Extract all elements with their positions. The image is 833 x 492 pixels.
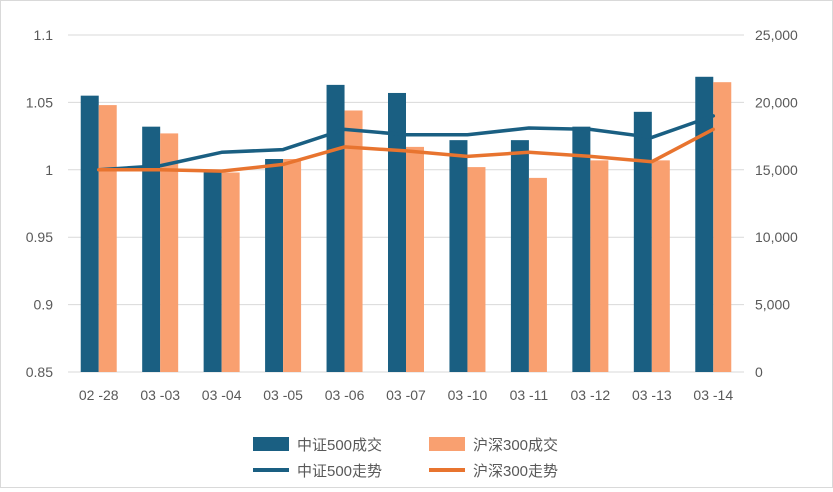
category-label: 03 -10 <box>448 387 488 403</box>
bar <box>142 126 161 372</box>
bar-series <box>80 76 732 373</box>
series-line <box>96 114 716 172</box>
right-tick-label: 5,000 <box>755 297 790 313</box>
bar <box>449 140 468 372</box>
bar <box>633 111 652 372</box>
bar <box>510 140 529 372</box>
legend-swatch <box>429 437 465 451</box>
legend-label: 中证500成交 <box>297 436 382 454</box>
left-tick-label: 0.85 <box>26 364 53 380</box>
category-label: 03 -03 <box>140 387 180 403</box>
bar <box>388 92 406 373</box>
bar <box>651 160 670 372</box>
left-tick-label: 0.95 <box>26 229 53 245</box>
legend-label: 沪深300成交 <box>473 436 558 454</box>
bar <box>98 105 117 372</box>
bar <box>590 160 609 372</box>
left-tick-label: 0.9 <box>34 297 54 313</box>
left-tick-label: 1 <box>45 162 53 178</box>
bar <box>80 95 99 372</box>
bar <box>528 177 547 372</box>
bar <box>265 159 284 372</box>
bar <box>221 172 240 372</box>
bar <box>572 126 591 372</box>
axis-labels: 0.85 0.9 0.95 1 1.05 1.1 0 5,000 10,000 15,000 20,… <box>26 27 798 403</box>
bar <box>695 76 714 373</box>
category-label: 03 -04 <box>202 387 242 403</box>
category-label: 03 -05 <box>263 387 303 403</box>
legend-swatch <box>253 437 289 451</box>
bar <box>467 167 486 372</box>
right-tick-label: 10,000 <box>755 229 798 245</box>
right-tick-label: 25,000 <box>755 27 798 43</box>
bar <box>283 159 302 372</box>
left-tick-label: 1.05 <box>26 94 53 110</box>
category-label: 02 -28 <box>79 387 119 403</box>
legend-label: 沪深300走势 <box>473 463 558 480</box>
category-label: 03 -06 <box>325 387 365 403</box>
right-tick-label: 0 <box>755 364 763 380</box>
right-tick-label: 20,000 <box>755 94 798 110</box>
left-tick-label: 1.1 <box>34 27 54 43</box>
bar <box>406 146 424 372</box>
series-line <box>96 127 716 173</box>
bar <box>326 84 345 372</box>
bar <box>203 169 222 372</box>
category-label: 03 -13 <box>632 387 672 403</box>
right-tick-label: 15,000 <box>755 162 798 178</box>
legend-label: 中证500走势 <box>297 463 382 480</box>
bar <box>160 133 179 372</box>
category-label: 03 -07 <box>386 387 426 403</box>
category-label: 03 -14 <box>693 387 733 403</box>
category-label: 03 -12 <box>571 387 611 403</box>
bar <box>344 110 363 372</box>
line-series <box>96 114 716 173</box>
bar <box>713 82 732 373</box>
category-label: 03 -11 <box>510 387 549 403</box>
